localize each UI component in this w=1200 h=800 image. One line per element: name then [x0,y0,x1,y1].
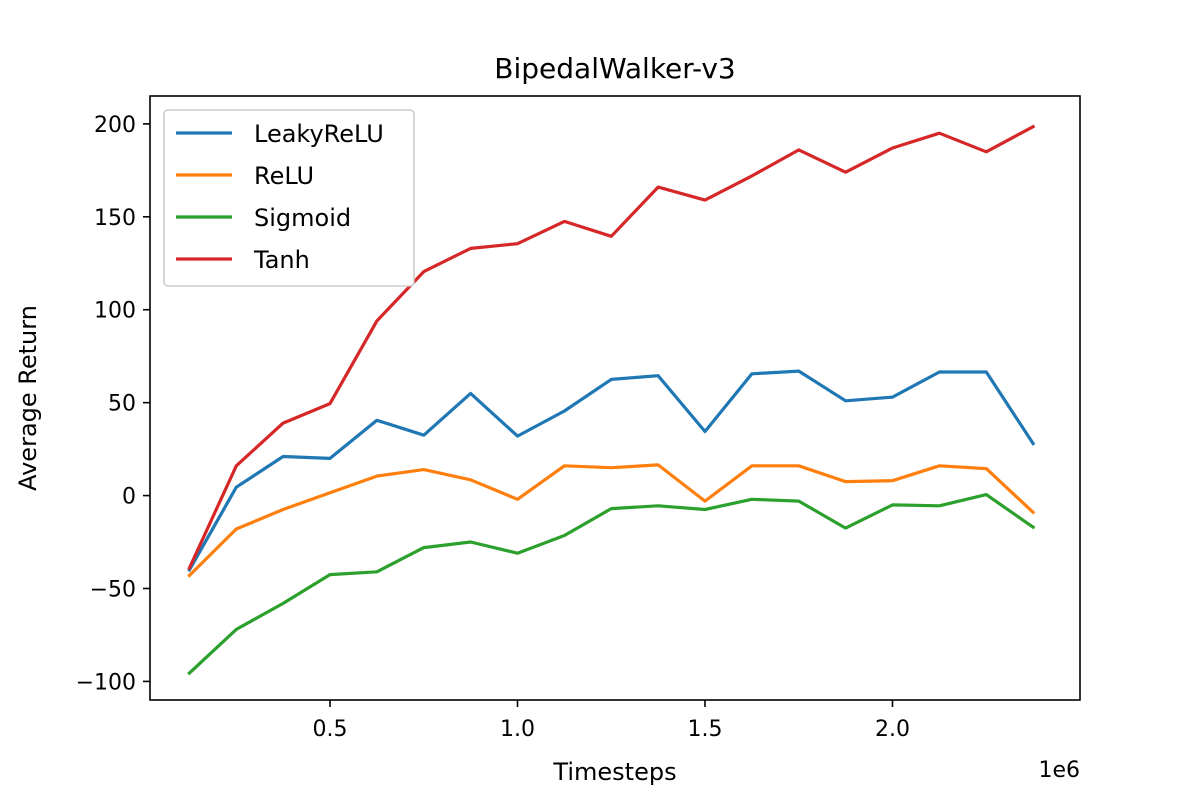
series-line-tanh [187,124,1036,571]
x-axis-label: Timesteps [552,758,676,786]
chart-title: BipedalWalker-v3 [494,52,735,85]
plot-frame [149,95,1081,701]
y-tick-label: −100 [76,670,136,695]
legend-box [163,109,415,287]
legend-label-leakyrelu: LeakyReLU [254,120,384,148]
series-line-sigmoid [187,493,1036,676]
x-tick-label: 1.0 [500,717,535,742]
y-tick-label: 150 [94,206,136,231]
x-axis-offset-text: 1e6 [1038,758,1080,783]
x-tick-label: 1.5 [688,717,723,742]
x-axis-ticks: 0.5 1.0 1.5 2.0 [313,700,910,742]
legend-label-sigmoid: Sigmoid [254,204,351,232]
legend-label-tanh: Tanh [253,246,310,274]
legend-label-relu: ReLU [254,162,314,190]
series-line-leakyrelu [187,369,1036,573]
series-layer [187,124,1036,676]
legend: LeakyReLU ReLU Sigmoid Tanh [163,109,415,287]
y-tick-label: −50 [90,577,136,602]
y-axis-label: Average Return [14,305,42,491]
y-tick-label: 50 [108,392,136,417]
x-tick-label: 0.5 [313,717,348,742]
y-axis-ticks: −100 −50 0 50 100 150 200 [76,113,150,695]
y-tick-label: 200 [94,113,136,138]
x-tick-label: 2.0 [875,717,910,742]
y-tick-label: 0 [122,485,136,510]
series-line-relu [187,463,1036,578]
y-tick-label: 100 [94,299,136,324]
